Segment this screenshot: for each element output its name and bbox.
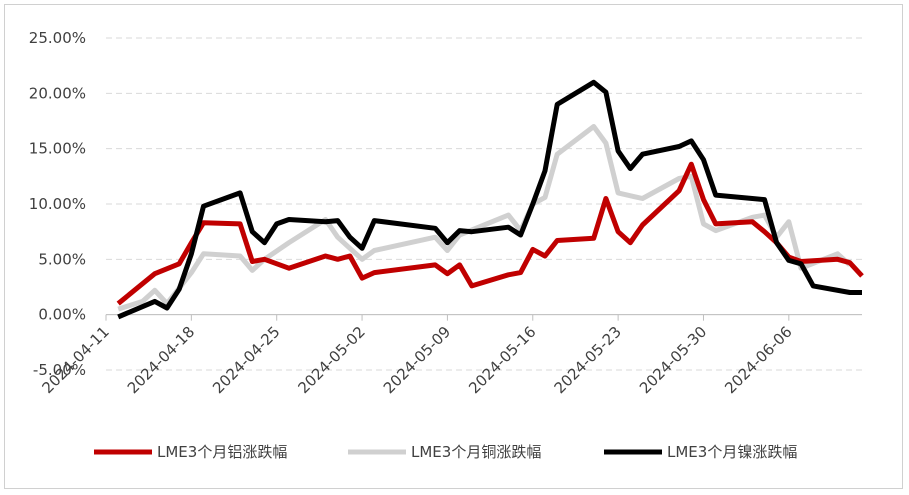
x-tick-label: 2024-04-18 [124,323,198,397]
y-axis: -5.00% 0.00% 5.00% 10.00% 15.00% 20.00% 25.00% [29,29,86,379]
x-tick-label: 2024-04-11 [38,323,112,397]
series-line-nickel [117,79,862,320]
x-axis: 2024-04-11 2024-04-18 2024-04-25 2024-05-02… [38,314,862,397]
y-tick-label: 0.00% [38,306,86,324]
legend-label-nickel: LME3个月镍涨跌幅 [667,443,797,461]
y-tick-label: 15.00% [29,140,86,158]
series-line-aluminum [116,161,864,306]
legend-label-aluminum: LME3个月铝涨跌幅 [157,443,287,461]
y-tick-label: 25.00% [29,29,86,47]
legend-label-copper: LME3个月铜涨跌幅 [411,443,541,461]
x-tick-label: 2024-06-06 [721,323,795,397]
series-line-copper [117,124,852,312]
y-tick-label: 20.00% [29,84,86,102]
x-tick-label: 2024-04-25 [209,323,283,397]
x-tick-label: 2024-05-09 [380,323,454,397]
y-tick-label: 5.00% [38,250,86,268]
y-tick-label: 10.00% [29,195,86,213]
y-tick-label: -5.00% [33,361,86,379]
legend: LME3个月铝涨跌幅 LME3个月铜涨跌幅 LME3个月镍涨跌幅 [94,443,797,461]
gridlines [106,37,862,371]
x-tick-label: 2024-05-30 [636,323,710,397]
series-lines [116,79,864,320]
x-tick-label: 2024-05-23 [551,323,625,397]
x-tick-label: 2024-05-16 [465,323,539,397]
x-tick-label: 2024-05-02 [295,323,369,397]
